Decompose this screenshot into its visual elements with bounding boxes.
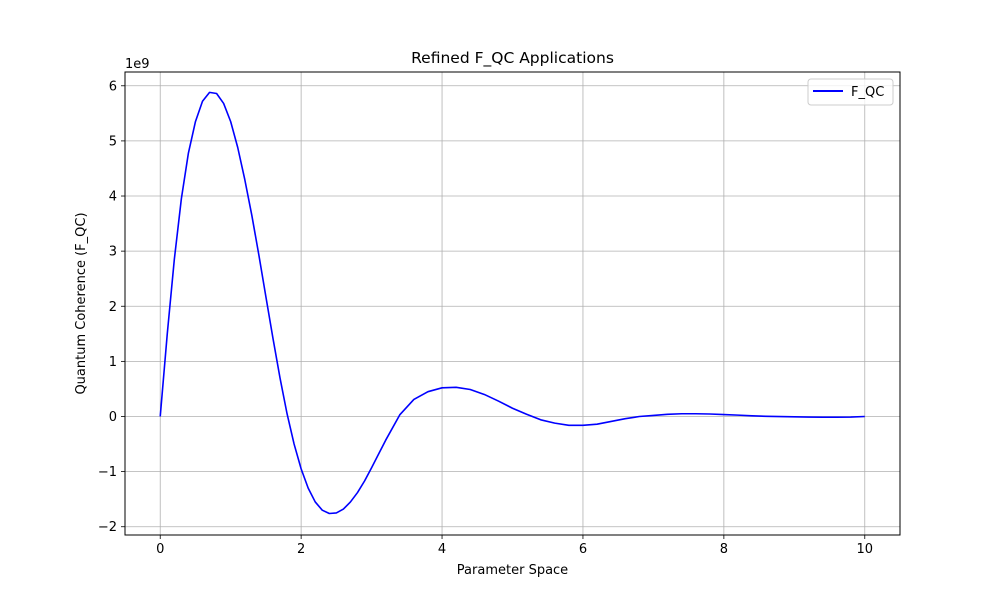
x-tick-label: 8 (720, 542, 728, 557)
y-tick-label: 5 (109, 134, 117, 149)
series-layer (159, 91, 865, 515)
y-tick-label: −1 (98, 465, 117, 480)
x-tick-label: 4 (438, 542, 446, 557)
x-tick-label: 10 (856, 542, 873, 557)
y-tick-label: −2 (98, 520, 117, 535)
legend-label: F_QC (851, 85, 884, 100)
x-tick-label: 0 (156, 542, 164, 557)
series-line-f-qc (159, 91, 865, 515)
y-axis-offset-label: 1e9 (125, 57, 150, 72)
y-tick-label: 6 (109, 79, 117, 94)
x-axis-label: Parameter Space (457, 563, 568, 578)
legend-box (807, 78, 894, 106)
ticks: 0 2 4 6 8 10 −2 −1 0 1 2 3 4 5 6 (98, 79, 873, 557)
legend: F_QC (807, 78, 894, 106)
grid (125, 72, 900, 535)
x-tick-label: 2 (297, 542, 305, 557)
y-tick-label: 3 (109, 245, 117, 260)
x-tick-label: 6 (579, 542, 587, 557)
y-tick-label: 2 (109, 300, 117, 315)
plot-area-frame (124, 71, 901, 536)
chart-title: Refined F_QC Applications (411, 49, 614, 68)
y-tick-label: 4 (109, 190, 117, 205)
y-tick-label: 1 (109, 355, 117, 370)
y-axis-label: Quantum Coherence (F_QC) (74, 212, 89, 394)
y-tick-label: 0 (109, 410, 117, 425)
